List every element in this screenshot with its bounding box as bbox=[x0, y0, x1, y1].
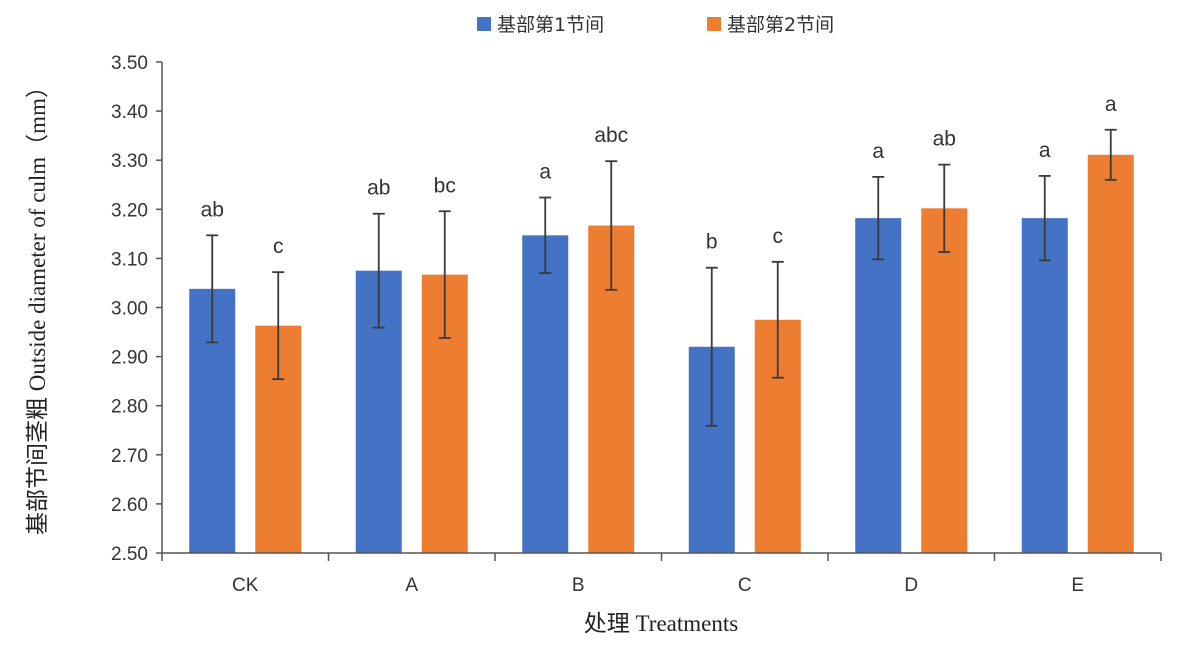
x-tick-label: B bbox=[572, 575, 585, 596]
bar-series-1-E bbox=[1021, 218, 1068, 553]
bar-series-1-B bbox=[522, 235, 569, 553]
x-axis-ticks: CK A B C D E bbox=[161, 553, 1162, 596]
y-tick-label: 2.60 bbox=[111, 495, 148, 516]
significance-letter: a bbox=[872, 140, 884, 163]
y-tick-label: 3.20 bbox=[111, 200, 148, 221]
bars bbox=[189, 154, 1134, 554]
legend: 基部第1节间 基部第2节间 bbox=[477, 14, 834, 36]
y-tick-label: 2.90 bbox=[111, 348, 148, 369]
legend-label-series-1: 基部第1节间 bbox=[497, 14, 604, 36]
significance-letter: a bbox=[539, 161, 551, 184]
legend-swatch-series-2 bbox=[707, 17, 721, 31]
legend-swatch-series-1 bbox=[477, 17, 491, 31]
significance-letter: ab bbox=[201, 198, 224, 221]
y-tick-label: 2.80 bbox=[111, 397, 148, 418]
error-bars bbox=[206, 128, 1117, 427]
y-axis-ticks: 2.50 2.60 2.70 2.80 2.90 3.00 3.10 3.20 3.30 3.40… bbox=[111, 53, 162, 565]
y-tick-label: 3.40 bbox=[111, 102, 148, 123]
x-axis-title: 处理 Treatments bbox=[584, 611, 738, 636]
y-tick-label: 3.50 bbox=[111, 53, 148, 74]
significance-letter: a bbox=[1039, 139, 1051, 162]
significance-letter: abc bbox=[594, 124, 628, 147]
x-tick-label: CK bbox=[232, 575, 259, 596]
x-tick-label: D bbox=[904, 575, 918, 596]
significance-letter: ab bbox=[933, 128, 956, 151]
significance-letter: c bbox=[773, 225, 784, 248]
significance-letter: ab bbox=[367, 177, 390, 200]
y-tick-label: 2.50 bbox=[111, 544, 148, 565]
x-tick-label: A bbox=[405, 575, 418, 596]
significance-letter: b bbox=[706, 231, 718, 254]
significance-letter: a bbox=[1105, 93, 1117, 116]
x-tick-label: E bbox=[1071, 575, 1084, 596]
bar-series-2-D bbox=[921, 208, 968, 553]
significance-letter: bc bbox=[434, 174, 456, 197]
bar-series-1-D bbox=[855, 218, 902, 553]
bar-series-2-E bbox=[1087, 154, 1134, 553]
significance-letter: c bbox=[273, 235, 284, 258]
y-tick-label: 3.10 bbox=[111, 249, 148, 270]
y-tick-label: 3.00 bbox=[111, 299, 148, 320]
y-tick-label: 2.70 bbox=[111, 446, 148, 467]
x-tick-label: C bbox=[738, 575, 752, 596]
y-tick-label: 3.30 bbox=[111, 151, 148, 172]
legend-label-series-2: 基部第2节间 bbox=[727, 14, 834, 36]
y-axis-title: 基部节间茎粗 Outside diameter of culm（mm） bbox=[25, 75, 50, 535]
